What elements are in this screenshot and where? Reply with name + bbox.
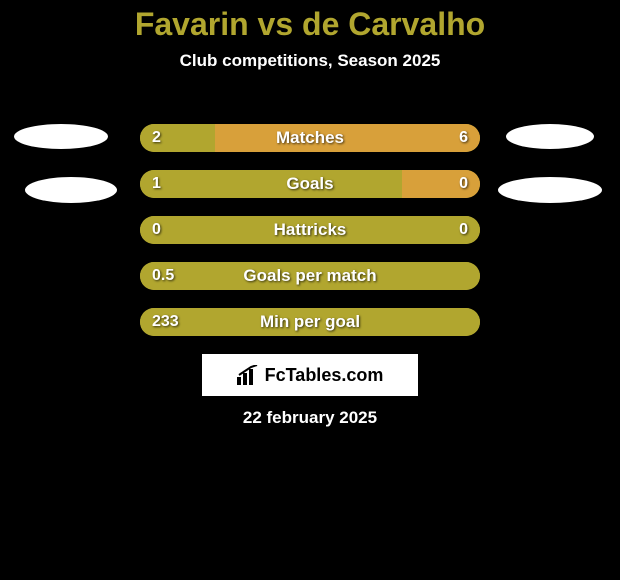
bar-chart-icon [237, 365, 259, 385]
bar-left-segment [140, 216, 480, 244]
bar-left-segment [140, 308, 480, 336]
player-photo-placeholder [498, 177, 602, 203]
bar-row: 10Goals [140, 170, 480, 198]
bar-right-segment [215, 124, 480, 152]
brand-text: FcTables.com [265, 365, 384, 386]
page-title: Favarin vs de Carvalho [0, 0, 620, 43]
brand-badge: FcTables.com [202, 354, 418, 396]
bar-left-segment [140, 170, 402, 198]
bar-left-segment [140, 262, 480, 290]
player-photo-placeholder [25, 177, 117, 203]
comparison-bars: 26Matches 10Goals 00Hattricks 0.5Goals per … [140, 124, 480, 354]
bar-row: 0.5Goals per match [140, 262, 480, 290]
page-subtitle: Club competitions, Season 2025 [0, 51, 620, 71]
player-photo-placeholder [506, 124, 594, 149]
footer-date: 22 february 2025 [0, 408, 620, 428]
bar-row: 26Matches [140, 124, 480, 152]
bar-row: 233Min per goal [140, 308, 480, 336]
bar-right-segment [402, 170, 480, 198]
player-photo-placeholder [14, 124, 108, 149]
bar-row: 00Hattricks [140, 216, 480, 244]
bar-left-segment [140, 124, 215, 152]
